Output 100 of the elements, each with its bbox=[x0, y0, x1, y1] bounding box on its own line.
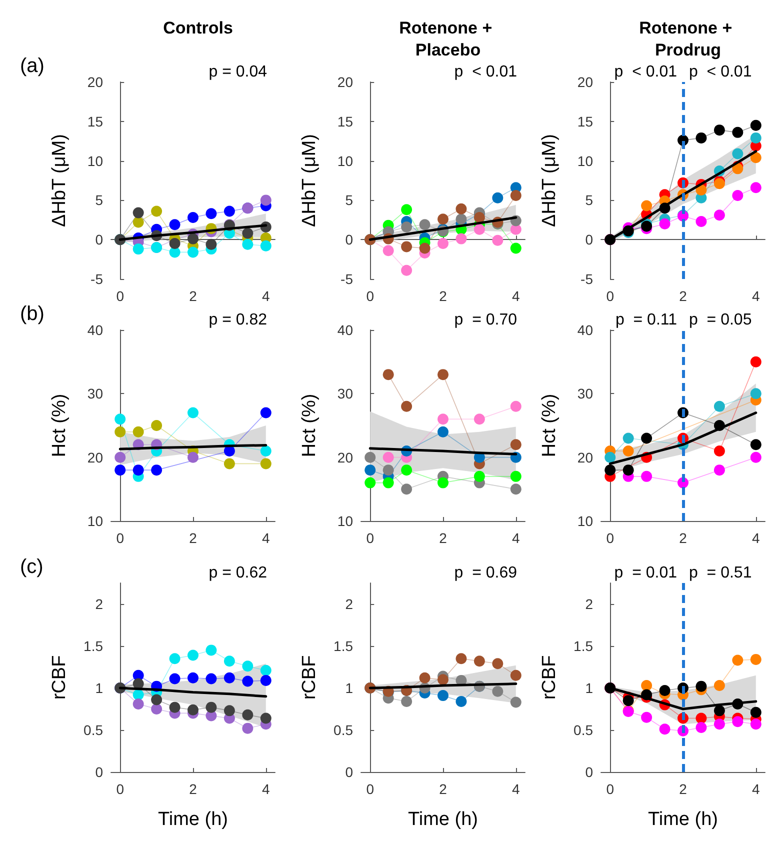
point bbox=[659, 724, 670, 735]
point bbox=[224, 206, 235, 217]
x-tick-label: 2 bbox=[679, 288, 688, 304]
point bbox=[456, 214, 467, 225]
point bbox=[188, 452, 198, 463]
point bbox=[260, 664, 272, 676]
point bbox=[132, 244, 144, 255]
y-tick-label: 20 bbox=[577, 449, 594, 466]
point bbox=[696, 712, 707, 724]
point bbox=[510, 470, 522, 482]
point bbox=[438, 690, 448, 702]
y-tick-label: 40 bbox=[337, 322, 354, 338]
point bbox=[510, 696, 522, 708]
y-tick-label: 2 bbox=[345, 596, 354, 612]
point bbox=[206, 208, 217, 220]
point bbox=[641, 432, 652, 444]
point bbox=[641, 470, 652, 482]
point bbox=[622, 432, 634, 444]
point bbox=[169, 702, 180, 713]
x-tick-label: 4 bbox=[512, 288, 520, 304]
point bbox=[510, 400, 522, 412]
point bbox=[696, 722, 707, 733]
point bbox=[750, 654, 762, 665]
point bbox=[132, 464, 144, 476]
point bbox=[419, 242, 430, 254]
y-tick-label: 1 bbox=[95, 680, 104, 696]
point bbox=[242, 722, 254, 734]
point bbox=[188, 212, 198, 224]
y-tick-label: 0 bbox=[95, 764, 104, 780]
y-tick-label: 0.5 bbox=[84, 722, 104, 738]
point bbox=[750, 120, 762, 131]
x-tick-label: 2 bbox=[189, 288, 198, 304]
point bbox=[260, 194, 272, 206]
x-tick-label: 0 bbox=[606, 781, 614, 797]
chart-title: Controls bbox=[163, 18, 233, 38]
point bbox=[750, 152, 762, 164]
point bbox=[206, 673, 217, 684]
text: p = 0.05 bbox=[689, 312, 752, 328]
point bbox=[419, 219, 430, 230]
y-axis-title: Hct (%) bbox=[539, 394, 560, 458]
point bbox=[114, 426, 126, 438]
point bbox=[732, 654, 744, 666]
point bbox=[438, 477, 448, 488]
point bbox=[419, 672, 430, 684]
y-tick-label: 1 bbox=[585, 680, 594, 696]
text: p < 0.01 bbox=[614, 64, 678, 80]
x-tick-label: 4 bbox=[752, 288, 760, 304]
chart-title: Rotenone + Placebo bbox=[399, 18, 497, 60]
x-tick-label: 2 bbox=[439, 288, 448, 304]
point bbox=[474, 224, 485, 235]
x-tick-label: 4 bbox=[262, 781, 270, 797]
point bbox=[242, 238, 254, 250]
point bbox=[188, 233, 198, 244]
point bbox=[169, 653, 180, 664]
point bbox=[206, 644, 217, 656]
point bbox=[474, 656, 485, 667]
point bbox=[260, 445, 272, 456]
point bbox=[260, 458, 272, 470]
y-tick-label: 1.5 bbox=[574, 638, 594, 654]
point bbox=[438, 674, 448, 686]
y-tick-label: 15 bbox=[577, 113, 594, 130]
point bbox=[224, 656, 235, 667]
y-axis-title: ΔHbT (μM) bbox=[299, 134, 320, 227]
text: p < 0.01 bbox=[689, 64, 752, 80]
point bbox=[401, 696, 412, 707]
y-tick-label: 5 bbox=[345, 192, 354, 208]
point bbox=[659, 218, 670, 230]
point bbox=[242, 709, 254, 720]
y-tick-label: 0 bbox=[95, 232, 104, 248]
point bbox=[492, 686, 504, 697]
point bbox=[242, 228, 254, 239]
point bbox=[401, 204, 412, 216]
y-tick-label: 40 bbox=[87, 322, 104, 338]
point bbox=[401, 484, 412, 495]
point bbox=[188, 246, 198, 258]
point bbox=[750, 182, 762, 194]
point bbox=[438, 369, 448, 380]
x-tick-label: 4 bbox=[512, 530, 520, 546]
point bbox=[714, 178, 725, 190]
point bbox=[750, 388, 762, 400]
point bbox=[242, 660, 254, 672]
y-tick-label: 1 bbox=[345, 680, 354, 696]
text: p = 0.51 bbox=[689, 564, 752, 582]
x-tick-label: 2 bbox=[189, 530, 198, 546]
x-tick-label: 2 bbox=[679, 530, 688, 546]
point bbox=[750, 356, 762, 368]
point bbox=[206, 702, 217, 713]
point bbox=[151, 704, 162, 714]
point bbox=[188, 650, 198, 661]
point bbox=[492, 192, 504, 204]
x-tick-label: 0 bbox=[606, 288, 614, 304]
x-tick-label: 4 bbox=[512, 781, 520, 797]
text: p < 0.01 bbox=[454, 64, 518, 80]
y-tick-label: 15 bbox=[337, 113, 354, 130]
y-axis-title: Hct (%) bbox=[299, 394, 320, 458]
x-tick-label: 0 bbox=[116, 288, 124, 304]
text: p = 0.11 bbox=[615, 312, 678, 328]
x-tick-label: 0 bbox=[366, 781, 374, 797]
text: p = 0.62 bbox=[208, 564, 268, 582]
point bbox=[364, 464, 376, 476]
